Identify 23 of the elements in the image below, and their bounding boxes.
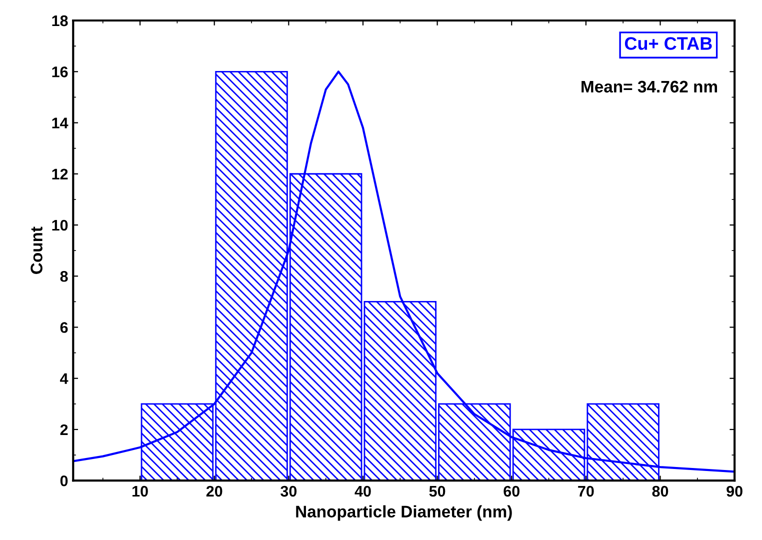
x-tick-label: 70 — [578, 486, 594, 497]
annotation: Mean= 34.762 nm — [582, 80, 718, 93]
x-tick-label: 80 — [652, 486, 668, 497]
y-tick-label: 10 — [52, 220, 68, 231]
y-tick-label: 4 — [60, 373, 68, 384]
annotation: Cu+ CTAB — [624, 37, 712, 50]
x-tick-label: 40 — [354, 486, 371, 497]
y-tick-label: 8 — [60, 270, 68, 282]
y-tick-label: 18 — [52, 15, 68, 26]
x-tick-label: 90 — [726, 486, 742, 497]
y-tick-label: 14 — [52, 118, 68, 128]
x-tick-label: 20 — [206, 486, 222, 497]
y-tick-label: 0 — [60, 475, 68, 486]
y-tick-label: 6 — [60, 322, 68, 333]
y-tick-label: 12 — [52, 168, 68, 180]
x-tick-label: 60 — [504, 486, 520, 497]
y-tick-label: 16 — [52, 66, 68, 78]
y-axis-title: Count — [30, 226, 42, 274]
x-tick-label: 30 — [280, 486, 297, 497]
x-tick-label: 50 — [429, 486, 446, 497]
x-tick-label: 10 — [132, 486, 148, 497]
x-axis-title: Nanoparticle Diameter (nm) — [296, 505, 512, 521]
y-tick-label: 2 — [60, 424, 68, 436]
